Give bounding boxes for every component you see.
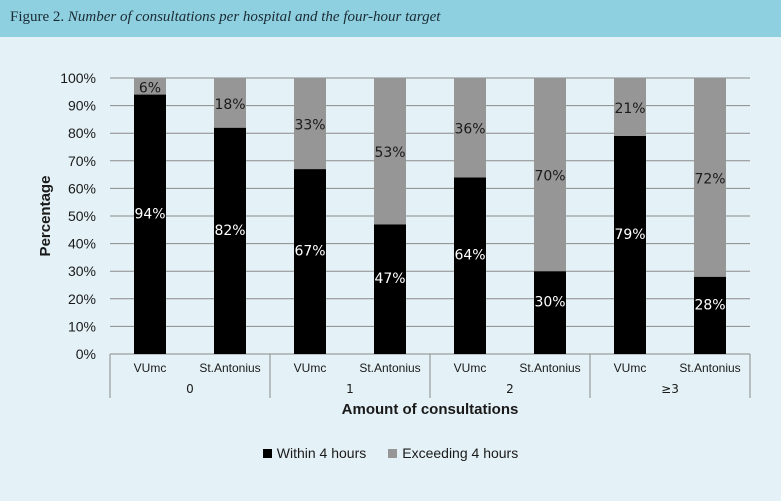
y-tick-label: 30% xyxy=(68,263,96,279)
legend-item-within: Within 4 hours xyxy=(262,445,367,461)
bar-exceeding xyxy=(214,78,246,128)
y-tick-label: 100% xyxy=(60,70,96,86)
y-tick-label: 80% xyxy=(68,125,96,141)
data-label-within: 82% xyxy=(214,223,245,239)
y-tick-label: 10% xyxy=(68,318,96,334)
x-category-label: VUmc xyxy=(294,361,327,375)
x-category-label: St.Antonius xyxy=(679,361,740,375)
bar-exceeding xyxy=(134,78,166,95)
y-tick-label: 90% xyxy=(68,98,96,114)
bar-within xyxy=(214,127,246,355)
bar-within xyxy=(694,276,726,354)
figure-header: Figure 2. Number of consultations per ho… xyxy=(0,0,781,37)
bar-exceeding xyxy=(374,78,406,225)
data-label-within: 30% xyxy=(534,295,565,311)
data-label-exceeding: 36% xyxy=(454,122,485,138)
chart-legend: Within 4 hours Exceeding 4 hours xyxy=(0,445,781,461)
bar-within xyxy=(374,224,406,354)
data-label-within: 94% xyxy=(134,206,165,222)
x-axis-title: Amount of consultations xyxy=(342,401,519,418)
figure-caption: Number of consultations per hospital and… xyxy=(67,9,441,25)
data-label-exceeding: 18% xyxy=(214,97,245,113)
data-label-exceeding: 70% xyxy=(534,169,565,185)
data-label-within: 47% xyxy=(374,271,405,287)
stacked-bar-chart: 0% 10% 20% 30% 40% 50% 60% 70% 80% 90% 100% 94% 6% VU… xyxy=(37,70,751,418)
x-group-label: 0 xyxy=(186,382,194,396)
data-label-exceeding: 53% xyxy=(374,145,405,161)
x-group-label: 2 xyxy=(506,382,514,396)
data-label-within: 64% xyxy=(454,248,485,264)
y-tick-label: 50% xyxy=(68,208,96,224)
bar-exceeding xyxy=(534,78,566,272)
bar-within xyxy=(454,177,486,354)
y-tick-label: 0% xyxy=(76,346,96,362)
data-label-exceeding: 72% xyxy=(694,171,725,187)
y-tick-label: 70% xyxy=(68,153,96,169)
figure-title: Figure 2. Number of consultations per ho… xyxy=(10,9,440,26)
legend-label-exceeding: Exceeding 4 hours xyxy=(402,445,519,461)
bar-within xyxy=(614,135,646,354)
legend-swatch-exceeding xyxy=(388,448,398,458)
bar-exceeding xyxy=(294,78,326,170)
x-group-label: ≥3 xyxy=(661,382,679,396)
bar-exceeding xyxy=(614,78,646,136)
x-category-label: VUmc xyxy=(454,361,487,375)
bar-exceeding xyxy=(454,78,486,178)
data-label-within: 28% xyxy=(694,297,725,313)
x-group-label: 1 xyxy=(346,382,354,396)
legend-item-exceeding: Exceeding 4 hours xyxy=(388,445,518,461)
data-label-exceeding: 6% xyxy=(139,80,161,96)
x-category-label: VUmc xyxy=(134,361,167,375)
data-label-within: 67% xyxy=(294,244,325,260)
data-label-exceeding: 33% xyxy=(294,118,325,134)
data-label-within: 79% xyxy=(614,227,645,243)
legend-label-within: Within 4 hours xyxy=(276,445,367,461)
figure-label: Figure 2. xyxy=(10,9,65,25)
bar-within xyxy=(534,271,566,354)
y-axis-title: Percentage xyxy=(37,176,54,257)
bar-within xyxy=(294,169,326,354)
bar-within xyxy=(134,94,166,354)
bar-exceeding xyxy=(694,78,726,277)
x-category-label: St.Antonius xyxy=(359,361,420,375)
x-category-label: VUmc xyxy=(614,361,647,375)
y-tick-label: 20% xyxy=(68,291,96,307)
x-category-label: St.Antonius xyxy=(199,361,260,375)
data-label-exceeding: 21% xyxy=(614,101,645,117)
y-tick-label: 60% xyxy=(68,180,96,196)
legend-swatch-within xyxy=(262,448,272,458)
x-category-label: St.Antonius xyxy=(519,361,580,375)
y-tick-label: 40% xyxy=(68,236,96,252)
